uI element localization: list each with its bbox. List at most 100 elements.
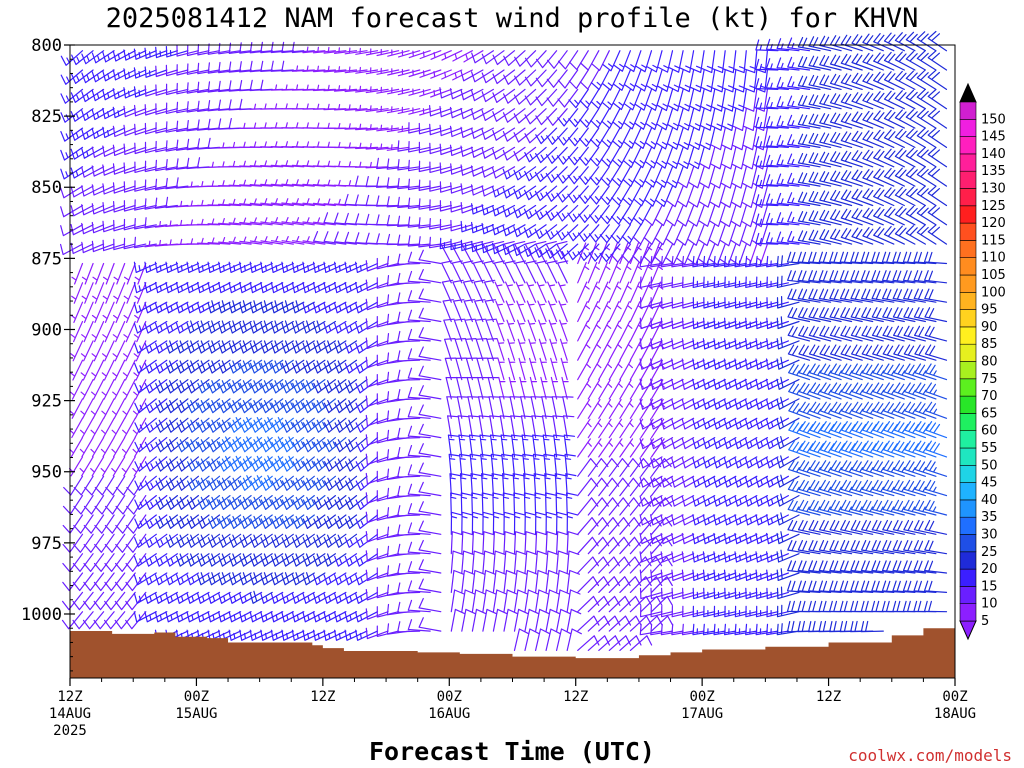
wind-barb [808, 171, 832, 187]
wind-barb [503, 69, 526, 85]
wind-barb [102, 340, 115, 362]
wind-barb [187, 437, 210, 453]
wind-barb [419, 50, 442, 60]
wind-barb [249, 320, 273, 334]
colorbar-swatch [959, 534, 977, 553]
wind-barb [568, 69, 589, 90]
wind-barb [654, 204, 674, 227]
wind-barb [656, 108, 674, 131]
wind-barb [839, 560, 863, 574]
wind-barb [334, 495, 358, 510]
wind-barb [355, 104, 379, 112]
wind-barb [676, 224, 695, 246]
wind-barb [862, 52, 884, 71]
wind-barb [916, 186, 937, 207]
wind-barb [860, 580, 884, 593]
wind-barb [608, 556, 631, 574]
wind-barb [125, 572, 147, 592]
wind-barb [418, 385, 442, 400]
wind-barb [678, 108, 695, 131]
wind-barb [524, 166, 547, 182]
wind-barb [556, 531, 569, 555]
wind-barb [656, 127, 674, 150]
wind-barb [503, 88, 526, 104]
wind-barb [176, 437, 199, 453]
wind-barb [916, 50, 937, 71]
wind-barb [687, 204, 705, 227]
wind-barb [60, 50, 84, 66]
wind-barb [830, 363, 853, 381]
wind-barb [165, 417, 189, 433]
wind-barb [871, 270, 895, 284]
wind-barb [567, 146, 589, 166]
wind-barb [461, 531, 474, 555]
wind-barb [883, 440, 905, 458]
wind-barb [797, 288, 821, 303]
wind-barb [155, 533, 178, 548]
wind-barb [125, 591, 147, 611]
wind-barb [860, 560, 884, 574]
y-tick-label: 925 [31, 392, 62, 412]
wind-barb [312, 320, 336, 334]
wind-barb [471, 608, 487, 632]
wind-barb [186, 553, 210, 567]
wind-barb [503, 50, 526, 66]
wind-barb [355, 340, 379, 354]
wind-barb [699, 166, 716, 189]
wind-barb [556, 166, 579, 184]
wind-barb [83, 495, 105, 515]
wind-barb [687, 224, 705, 246]
wind-barb [407, 290, 431, 303]
wind-barb [365, 143, 389, 150]
wind-barb [788, 401, 811, 419]
wind-barb [892, 307, 916, 323]
wind-barb [566, 243, 589, 261]
wind-barb [808, 519, 832, 535]
y-tick-label: 950 [31, 463, 62, 483]
wind-barb [546, 69, 568, 88]
wind-barb [208, 495, 231, 510]
wind-barb [577, 379, 592, 400]
wind-barb [418, 617, 442, 632]
wind-barb [545, 628, 561, 651]
wind-barb [133, 320, 147, 343]
wind-barb [525, 260, 537, 284]
colorbar-swatch [959, 395, 977, 414]
wind-barb [902, 251, 926, 265]
wind-barb [218, 199, 242, 207]
wind-barb [218, 379, 242, 394]
wind-barb [882, 499, 905, 516]
wind-barb [924, 270, 948, 284]
wind-barb [475, 338, 488, 361]
x-tick-label: 18AUG [934, 706, 976, 722]
wind-barb [271, 417, 294, 433]
wind-barb [270, 160, 294, 168]
wind-barb [536, 281, 547, 303]
wind-barb [507, 357, 516, 381]
wind-barb [355, 66, 379, 74]
wind-barb [513, 204, 537, 219]
wind-barb [808, 344, 832, 361]
wind-barb [830, 344, 853, 361]
wind-barb [578, 204, 600, 223]
wind-barb [492, 166, 516, 179]
wind-barb [155, 475, 178, 491]
wind-barb [355, 123, 379, 131]
wind-barb [601, 127, 621, 148]
wind-barb [165, 553, 189, 567]
wind-barb [155, 456, 178, 472]
wind-barb [313, 495, 336, 510]
wind-barb [905, 89, 926, 110]
wind-barb [629, 399, 645, 419]
wind-barb [503, 550, 517, 574]
wind-barb [619, 399, 634, 419]
wind-barb [94, 475, 115, 496]
wind-barb [632, 204, 653, 226]
wind-barb [467, 396, 479, 419]
wind-barb [797, 230, 821, 245]
wind-barb [534, 224, 558, 239]
colorbar-label: 45 [981, 476, 998, 491]
colorbar-swatch [959, 309, 977, 328]
wind-barb [566, 531, 579, 555]
